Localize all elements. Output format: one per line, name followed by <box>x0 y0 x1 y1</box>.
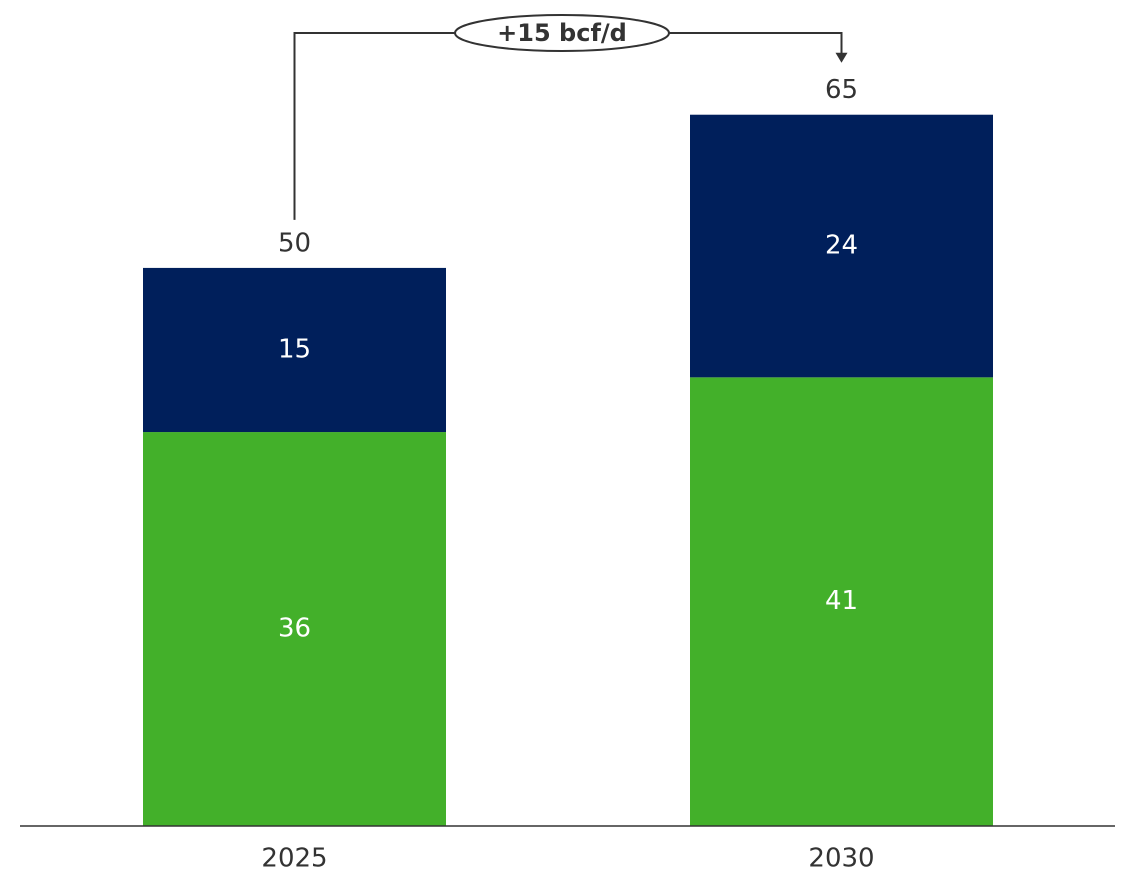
x-tick-label: 2030 <box>808 844 874 873</box>
annotation-arrowhead <box>835 52 848 63</box>
annotation-bubble <box>454 14 670 52</box>
value-label: 41 <box>825 586 858 616</box>
total-label: 65 <box>825 75 858 105</box>
bar-segment <box>690 114 993 378</box>
x-tick-label: 2025 <box>261 844 327 873</box>
bar-segment <box>143 432 446 826</box>
value-label: 36 <box>278 614 311 644</box>
total-label: 50 <box>278 228 311 258</box>
value-label: 15 <box>278 334 311 364</box>
bar-segment <box>143 267 446 433</box>
bar-segment <box>690 377 993 826</box>
value-label: 24 <box>825 231 858 261</box>
annotation: +15 bcf/d <box>497 19 627 47</box>
